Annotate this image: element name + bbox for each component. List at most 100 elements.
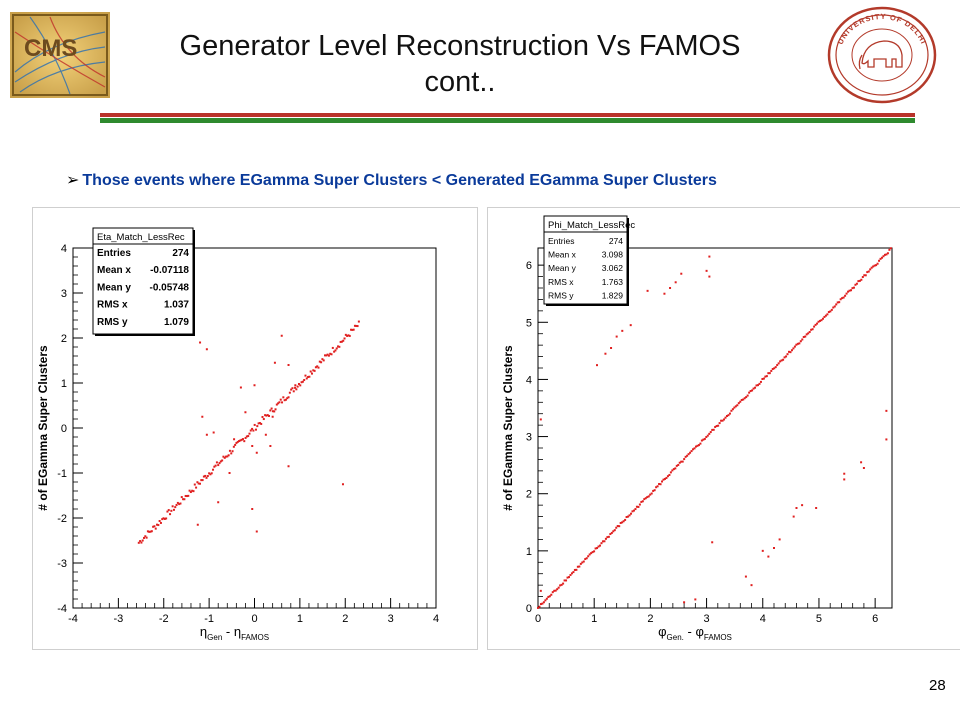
data-point [674,281,677,284]
data-point [700,439,703,442]
x-tick-label: 4 [433,613,439,625]
data-point [305,377,308,380]
data-point [771,367,774,370]
data-point [627,515,630,518]
stats-label: RMS y [97,317,128,328]
data-point [146,530,149,533]
data-point [309,370,312,373]
data-point [758,382,761,385]
data-point [680,272,683,275]
data-point [159,521,162,524]
data-point [823,315,826,318]
stats-value: 1.037 [164,300,189,311]
y-tick-label: -4 [57,603,67,615]
data-point [854,283,857,286]
data-point [192,490,195,493]
data-point [579,562,582,565]
data-point [750,584,753,587]
data-point [582,560,585,563]
data-point [689,451,692,454]
data-point [798,342,801,345]
data-point [286,397,289,400]
data-point [590,552,593,555]
data-point [291,387,294,390]
data-point [718,422,721,425]
data-point [550,593,553,596]
data-point [265,414,268,417]
data-point [547,595,550,598]
data-point [287,364,290,366]
data-point [327,354,330,357]
data-point [158,520,161,523]
data-point [148,530,151,533]
data-point [167,509,170,512]
data-point [801,504,804,507]
data-point [801,338,804,341]
data-point [725,415,728,418]
data-point [863,274,866,277]
data-point [847,290,850,293]
data-point [857,280,860,283]
data-point [752,387,755,390]
data-point [187,494,190,497]
data-point [205,476,208,479]
data-point [174,506,177,509]
data-point [283,399,286,402]
data-point [838,301,841,304]
data-point [200,479,203,482]
data-point [222,455,225,458]
data-point [569,574,572,577]
data-point [882,255,885,258]
x-tick-label: -1 [204,613,214,625]
data-point [782,358,785,361]
data-point [597,545,600,548]
data-point [189,491,192,494]
data-point [245,435,248,438]
data-point [724,416,727,419]
data-point [175,503,178,506]
data-point [585,557,588,560]
data-point [198,482,201,485]
data-point [180,496,183,499]
data-point [872,265,875,268]
data-point [140,541,143,544]
data-point [205,348,208,351]
y-tick-label: 3 [61,288,67,300]
data-point [269,445,272,447]
data-point [149,530,152,533]
data-point [717,424,720,427]
data-point [565,579,568,582]
data-point [744,575,747,578]
data-point [678,461,681,464]
data-point [773,547,775,549]
data-point [665,476,668,479]
data-point [845,292,848,295]
data-point [730,409,733,412]
data-point [878,259,881,262]
y-axis-label: # of EGamma Super Clusters [501,345,515,511]
bullet-point: ➢ Those events where EGamma Super Cluster… [66,170,717,190]
data-point [212,468,215,471]
data-point [310,372,313,375]
data-point [885,253,888,256]
data-point [228,472,231,474]
data-point [843,472,846,475]
data-point [669,471,672,474]
x-axis-label-part: Gen [207,633,222,642]
data-point [357,320,360,323]
y-tick-label: 1 [61,378,67,390]
data-point [538,605,541,608]
data-point [600,542,603,545]
x-axis-label-part: FAMOS [241,633,269,642]
x-axis-label-part: φ [658,624,666,639]
data-point [539,418,542,421]
data-point [787,350,790,353]
data-point [839,298,842,301]
data-point [824,314,827,317]
eta-scatter-panel: -4 -3 -2 -1 0 1 2 3 4 -4 -3 -2 -1 0 1 2 3 4 # of EGamma Su… [32,207,478,650]
data-point [802,335,805,338]
data-point [779,360,782,363]
data-point [618,525,621,528]
data-point [705,436,708,439]
data-point [711,541,714,544]
